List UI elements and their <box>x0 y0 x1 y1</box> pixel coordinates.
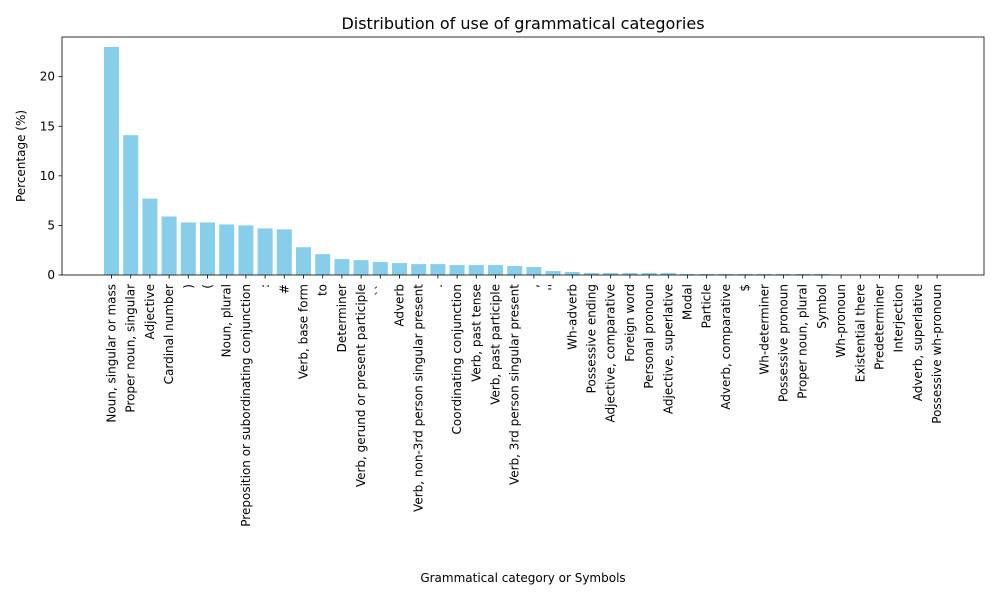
bar <box>488 265 503 275</box>
x-tick-label: Proper noun, plural <box>796 284 810 399</box>
x-tick-label: ) <box>181 284 195 289</box>
bar <box>756 274 772 275</box>
y-tick-label: 20 <box>40 70 55 84</box>
bar <box>257 228 273 275</box>
bar <box>315 254 331 275</box>
x-tick-label: Preposition or subordinating conjunction <box>239 284 253 527</box>
x-tick-label: Adjective, superlative <box>661 284 675 414</box>
x-tick-label: , <box>527 284 541 288</box>
x-tick-label: Verb, non-3rd person singular present <box>412 284 426 512</box>
y-tick-label: 10 <box>40 169 55 183</box>
bar <box>334 259 350 275</box>
x-tick-label: to <box>316 284 330 296</box>
bar <box>123 135 139 275</box>
x-tick-label: Wh-determiner <box>757 284 771 375</box>
bar <box>564 272 580 275</box>
x-tick-label: ( <box>201 284 215 289</box>
bars-layer <box>104 46 945 276</box>
x-tick-label: Wh-pronoun <box>834 284 848 358</box>
x-tick-label: Modal <box>681 284 695 320</box>
x-tick-label: '' <box>546 284 560 291</box>
x-tick-label: Verb, 3rd person singular present <box>508 284 522 485</box>
x-tick-label: Interjection <box>892 284 906 352</box>
x-tick-label: $ <box>738 284 752 292</box>
x-tick-label: Possessive ending <box>585 284 599 393</box>
x-tick-label: # <box>277 284 291 294</box>
bar <box>641 273 657 275</box>
x-tick-label: Foreign word <box>623 284 637 362</box>
x-tick-label: Possessive wh-pronoun <box>930 284 944 424</box>
x-tick-label: Particle <box>700 284 714 328</box>
x-tick-label: Verb, base form <box>297 284 311 379</box>
x-axis-label: Grammatical category or Symbols <box>420 571 625 585</box>
bar <box>584 273 599 275</box>
x-tick-label: Verb, gerund or present participle <box>354 284 368 487</box>
x-tick-label: Noun, singular or mass <box>105 284 119 423</box>
bar <box>200 222 215 275</box>
x-tick-label: Cardinal number <box>162 284 176 384</box>
x-tick-label: Wh-adverb <box>565 284 579 350</box>
y-axis: 0 5 10 15 20 <box>40 70 62 282</box>
bar <box>296 247 311 275</box>
x-tick-label: Verb, past tense <box>469 284 483 382</box>
plot-frame <box>61 36 985 276</box>
bar <box>353 260 369 276</box>
x-tick-label: . <box>431 284 445 288</box>
x-tick-label: Proper noun, singular <box>124 284 138 413</box>
bar <box>795 274 811 275</box>
y-tick-label: 0 <box>47 268 55 282</box>
bar <box>104 46 119 275</box>
x-tick-label: : <box>258 284 272 288</box>
bar <box>737 274 753 275</box>
bar <box>680 274 695 275</box>
y-tick-label: 15 <box>40 119 55 133</box>
x-tick-label: Adverb, superlative <box>911 284 925 401</box>
bar <box>161 216 177 275</box>
x-tick-label: Symbol <box>815 284 829 329</box>
chart-title: Distribution of use of grammatical categ… <box>341 14 704 33</box>
bar <box>603 273 619 275</box>
x-tick-label: Existential there <box>853 284 867 382</box>
x-tick-label: Verb, past participle <box>489 284 503 405</box>
bar <box>449 265 465 275</box>
y-axis-label: Percentage (%) <box>14 110 28 202</box>
bar <box>372 262 388 275</box>
x-tick-label: Personal pronoun <box>642 284 656 389</box>
bar <box>545 271 561 275</box>
x-tick-label: Adjective, comparative <box>604 284 618 423</box>
bar <box>276 229 292 275</box>
x-tick-label: Coordinating conjunction <box>450 284 464 434</box>
x-tick-label: Determiner <box>335 284 349 352</box>
bar <box>430 264 446 275</box>
bar <box>699 274 715 275</box>
bar <box>411 264 427 275</box>
bar <box>392 263 407 275</box>
bar <box>718 274 734 275</box>
bar <box>622 273 638 275</box>
bar <box>660 273 676 275</box>
bar <box>814 274 830 275</box>
bar <box>776 274 791 275</box>
y-tick-label: 5 <box>47 218 55 232</box>
bar <box>238 225 254 275</box>
x-tick-label: Predeterminer <box>873 284 887 370</box>
bar <box>142 198 158 275</box>
bar <box>507 266 523 275</box>
x-tick-label: Possessive pronoun <box>777 284 791 402</box>
x-tick-label: Adverb <box>393 284 407 327</box>
x-tick-label: Adverb, comparative <box>719 284 733 410</box>
x-tick-label: Noun, plural <box>220 284 234 357</box>
bar <box>526 267 542 275</box>
x-tick-label: `` <box>373 284 387 296</box>
x-axis: Noun, singular or mass Proper noun, singu… <box>105 275 944 527</box>
bar <box>468 265 484 275</box>
bar <box>180 222 196 275</box>
x-tick-label: Adjective <box>143 284 157 339</box>
bar <box>219 224 235 275</box>
